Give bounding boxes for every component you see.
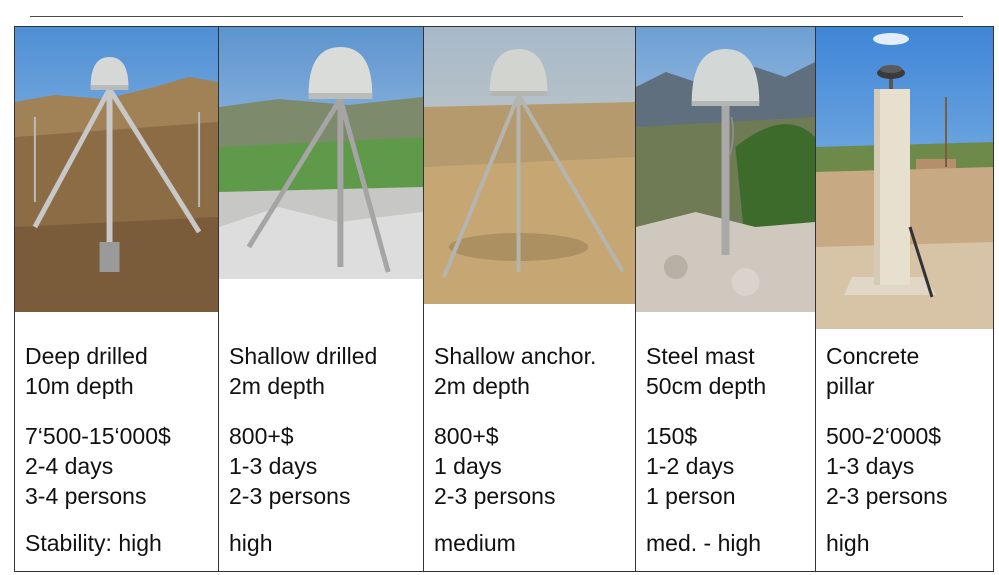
top-rule xyxy=(30,16,963,17)
cost-time-crew: 800+$ 1-3 days 2-3 persons xyxy=(229,421,419,511)
stability: Stability: high xyxy=(25,530,162,556)
installation-time: 1-2 days xyxy=(646,453,735,479)
monument-type: Steel mast 50cm depth xyxy=(646,341,811,401)
cost-time-crew: 150$ 1-2 days 1 person xyxy=(646,421,811,511)
type-line-1: Shallow drilled xyxy=(229,343,378,369)
monument-type: Deep drilled 10m depth xyxy=(25,341,214,401)
stability: med. - high xyxy=(646,530,762,556)
column-concrete-pillar: Concrete pillar 500-2‘000$ 1-3 days 2-3 … xyxy=(816,27,993,571)
column-shallow-drilled: Shallow drilled 2m depth 800+$ 1-3 days … xyxy=(219,27,424,571)
column-steel-mast: Steel mast 50cm depth 150$ 1-2 days 1 pe… xyxy=(636,27,816,571)
depth-line: 2m depth xyxy=(434,373,530,399)
type-line-1: Concrete xyxy=(826,343,920,369)
installation-time: 2-4 days xyxy=(25,453,114,479)
monument-type: Shallow drilled 2m depth xyxy=(229,341,419,401)
installation-time: 1-3 days xyxy=(229,453,318,479)
crew-size: 2-3 persons xyxy=(434,483,556,509)
photo-shallow-anchor-monument xyxy=(424,27,635,304)
column-deep-drilled: Deep drilled 10m depth 7‘500-15‘000$ 2-4… xyxy=(15,27,219,571)
cost-time-crew: 500-2‘000$ 1-3 days 2-3 persons xyxy=(826,421,989,511)
column-shallow-anchor: Shallow anchor. 2m depth 800+$ 1 days 2-… xyxy=(424,27,636,571)
cost-time-crew: 800+$ 1 days 2-3 persons xyxy=(434,421,631,511)
monument-type: Concrete pillar xyxy=(826,341,989,401)
cost: 800+$ xyxy=(229,423,294,449)
depth-line: pillar xyxy=(826,373,875,399)
installation-time: 1-3 days xyxy=(826,453,915,479)
type-line-1: Shallow anchor. xyxy=(434,343,597,369)
type-line-1: Deep drilled xyxy=(25,343,148,369)
monument-comparison-table: Deep drilled 10m depth 7‘500-15‘000$ 2-4… xyxy=(14,26,994,572)
cost: 800+$ xyxy=(434,423,499,449)
cost-time-crew: 7‘500-15‘000$ 2-4 days 3-4 persons xyxy=(25,421,214,511)
stability: medium xyxy=(434,530,516,556)
cost: 150$ xyxy=(646,423,698,449)
crew-size: 2-3 persons xyxy=(229,483,351,509)
monument-type: Shallow anchor. 2m depth xyxy=(434,341,631,401)
installation-time: 1 days xyxy=(434,453,502,479)
photo-deep-drilled-monument xyxy=(15,27,218,312)
depth-line: 50cm depth xyxy=(646,373,767,399)
stability: high xyxy=(826,530,870,556)
type-line-1: Steel mast xyxy=(646,343,755,369)
photo-concrete-pillar-monument xyxy=(816,27,993,329)
crew-size: 3-4 persons xyxy=(25,483,147,509)
stability: high xyxy=(229,530,273,556)
depth-line: 10m depth xyxy=(25,373,134,399)
cost: 7‘500-15‘000$ xyxy=(25,423,171,449)
depth-line: 2m depth xyxy=(229,373,325,399)
photo-shallow-drilled-monument xyxy=(219,27,423,279)
crew-size: 2-3 persons xyxy=(826,483,948,509)
crew-size: 1 person xyxy=(646,483,736,509)
cost: 500-2‘000$ xyxy=(826,423,942,449)
photo-steel-mast-monument xyxy=(636,27,815,312)
